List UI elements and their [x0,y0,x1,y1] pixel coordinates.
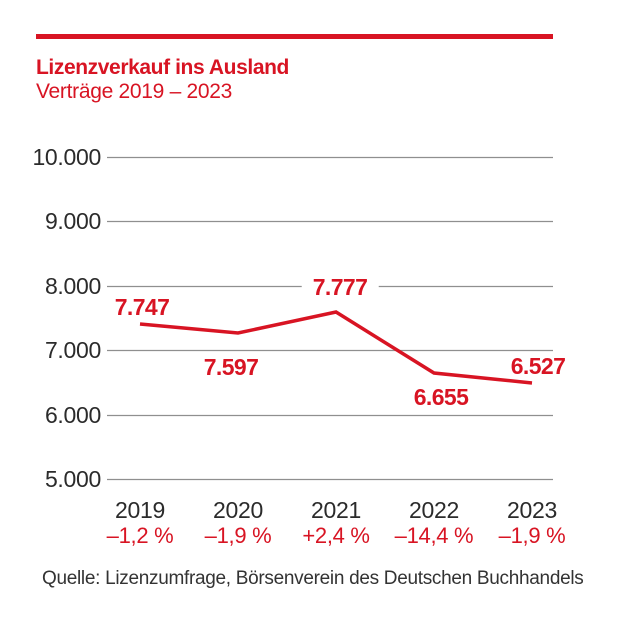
x-axis-change-label: –1,9 % [498,523,566,548]
x-axis-change-label: –1,9 % [204,523,272,548]
data-line [139,310,533,385]
page-subtitle: Verträge 2019 – 2023 [36,80,233,103]
x-axis-year-label: 2023 [507,497,557,523]
data-point-label: 7.597 [203,354,259,380]
data-point-label: 7.777 [301,275,379,299]
x-axis-year-label: 2019 [115,497,165,523]
data-point-label: 7.747 [114,294,170,320]
x-axis-change-label: –1,2 % [106,523,174,548]
x-axis-change-label: –14,4 % [394,523,474,548]
x-axis-year-label: 2021 [311,497,361,523]
data-point-label: 6.527 [510,353,566,379]
y-axis-label: 5.000 [44,466,101,492]
x-axis-year-label: 2020 [213,497,263,523]
accent-bar [36,34,553,39]
x-axis-change-label: +2,4 % [302,523,370,548]
y-axis-label: 9.000 [44,208,101,234]
y-axis-label: 8.000 [44,273,101,299]
y-axis-label: 10.000 [32,144,101,170]
source-caption: Quelle: Lizenzumfrage, Börsenverein des … [42,568,584,589]
data-point-label: 6.655 [413,384,469,410]
x-axis-year-label: 2022 [409,497,459,523]
y-axis-label: 6.000 [44,402,101,428]
page-title: Lizenzverkauf ins Ausland [36,56,289,79]
y-axis-label: 7.000 [44,337,101,363]
